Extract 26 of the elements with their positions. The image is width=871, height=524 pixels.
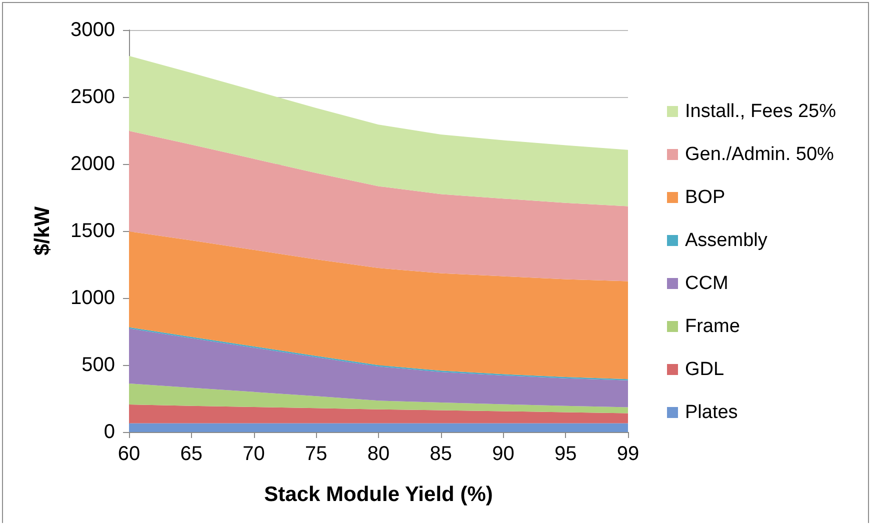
y-tick-label: 1500 [70,220,115,242]
x-tick-label: 80 [367,443,390,465]
x-tick-label: 85 [430,443,452,465]
x-tick-label: 95 [554,443,577,465]
legend-label: GDL [685,359,724,380]
y-tick-label: 2000 [70,153,115,175]
legend-label: Frame [685,316,740,337]
x-tick-label: 99 [616,443,640,465]
x-tick-label: 65 [180,443,202,465]
legend-label: Gen./Admin. 50% [685,144,834,165]
y-tick-label: 1000 [70,287,115,309]
y-tick-label: 2500 [70,86,115,108]
y-tick-label: 0 [104,421,115,443]
x-tick-label: 90 [492,443,514,465]
x-tick-label: 75 [305,443,328,465]
x-tick-label: 60 [118,443,140,465]
legend-label: CCM [685,273,728,294]
y-tick-label: 500 [82,354,115,376]
legend-label: BOP [685,187,726,208]
legend-label: Plates [685,402,738,423]
y-axis-title: $/kW [31,206,54,256]
x-tick-label: 70 [242,443,265,465]
legend-label: Assembly [685,230,768,251]
x-axis-title: Stack Module Yield (%) [264,483,493,506]
legend-label: Install., Fees 25% [685,101,836,122]
y-tick-label: 3000 [70,19,115,41]
